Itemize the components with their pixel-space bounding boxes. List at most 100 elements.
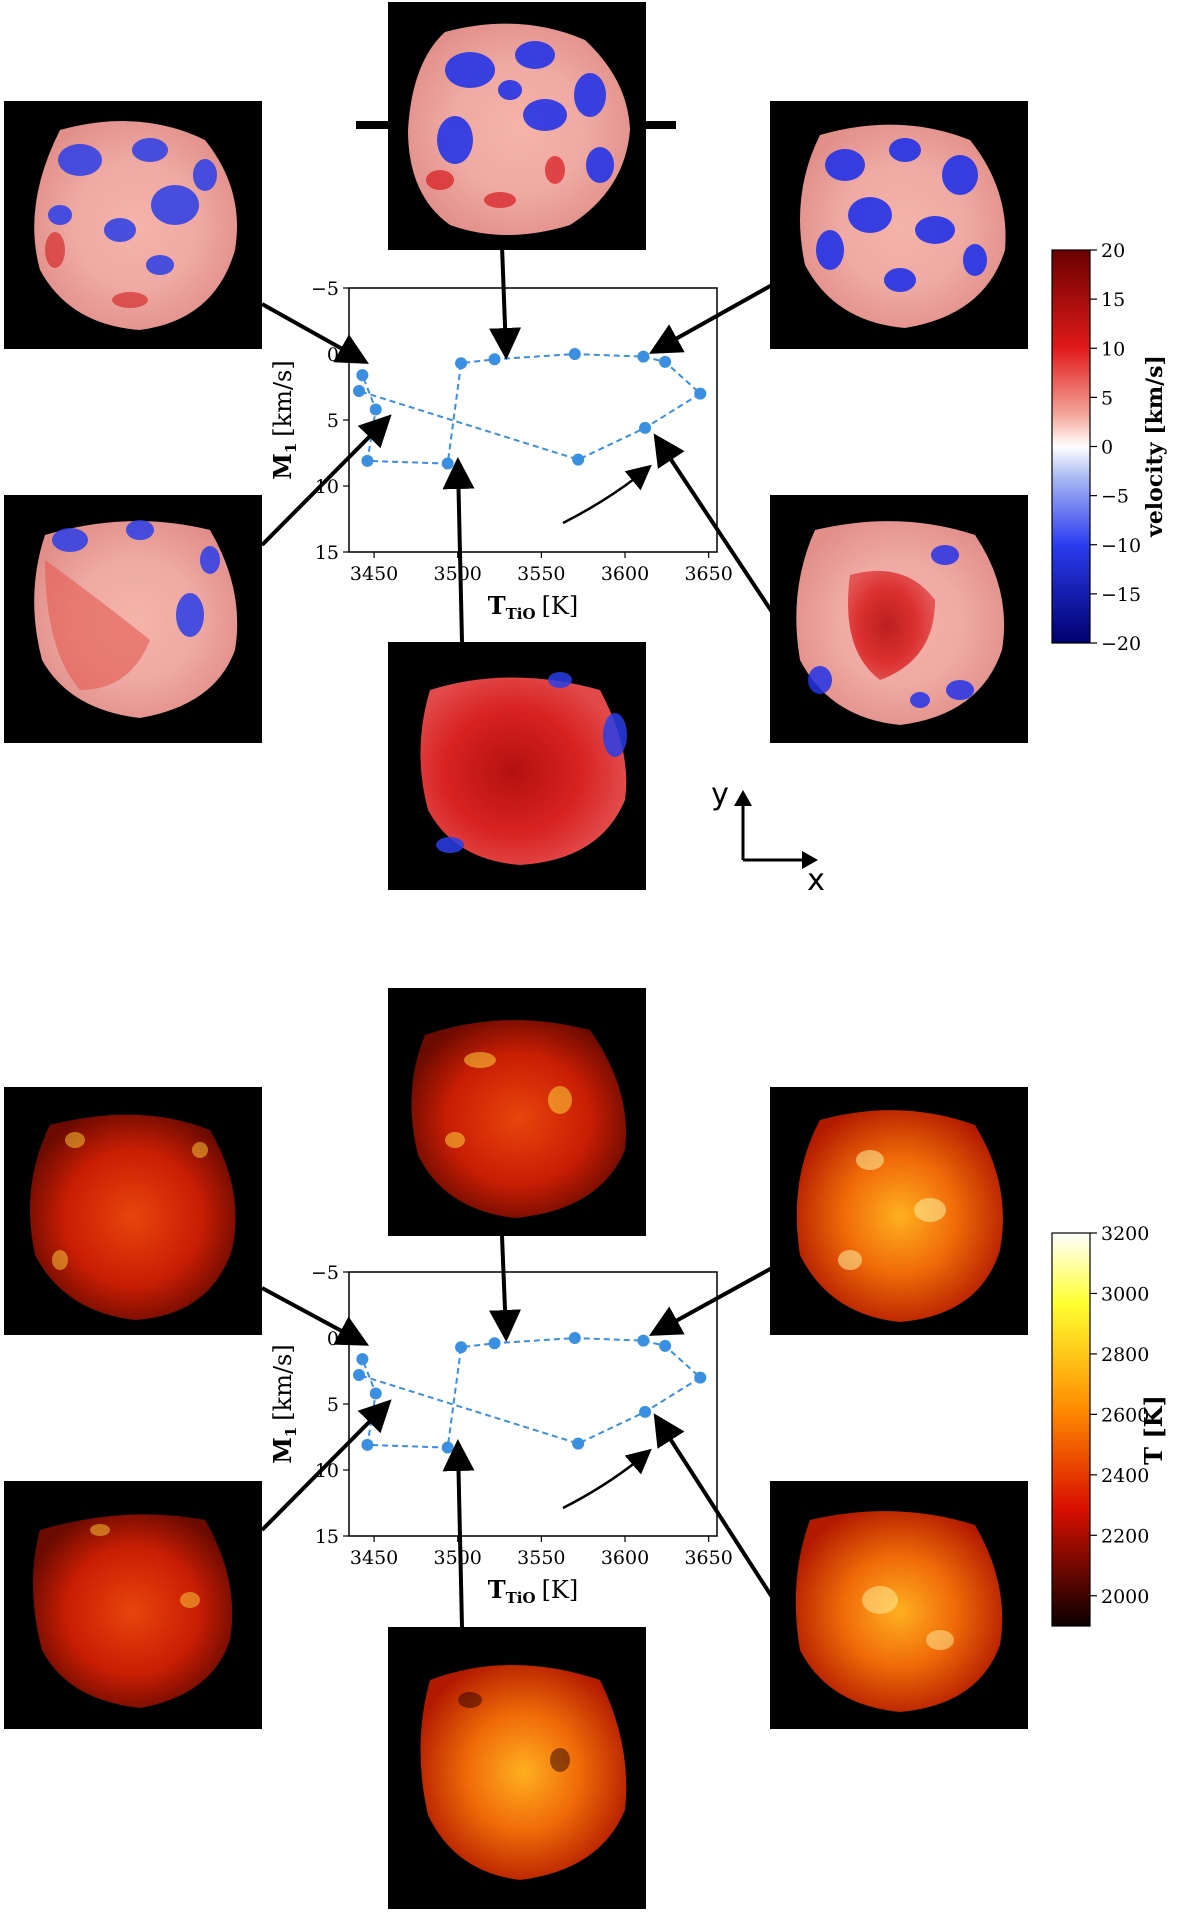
- x-tick-label: 3450: [350, 1547, 398, 1569]
- colorbar-velocity-label: velocity [km/s]: [1142, 355, 1168, 538]
- velocity-map-top-center: [356, 2, 676, 250]
- data-point: [353, 1368, 366, 1381]
- y-tick-label: −5: [311, 1262, 339, 1284]
- y-tick-label: 10: [315, 1460, 339, 1482]
- y-tick-label: 5: [327, 1394, 339, 1416]
- data-point: [572, 1437, 585, 1450]
- data-point: [356, 1353, 369, 1366]
- data-point: [694, 387, 707, 400]
- pointer-arrow: [261, 1286, 370, 1346]
- data-point: [637, 350, 650, 363]
- y-tick-label: 15: [315, 542, 339, 564]
- data-point: [639, 421, 652, 434]
- data-point: [361, 1438, 374, 1451]
- top-panel: 3450 3500 3550 3600 3650 −5 0 5 10 15 TTiO [K] M1[km…: [4, 2, 1168, 898]
- colorbar-tick-label: 3000: [1101, 1283, 1149, 1305]
- axis-indicator-y: y: [711, 777, 729, 812]
- colorbar-tick-label: −20: [1101, 633, 1141, 655]
- pointer-arrow: [653, 433, 774, 614]
- pointer-arrow: [260, 414, 392, 547]
- y-tick-label: 15: [315, 1526, 339, 1548]
- temperature-map-mid-right: [770, 1481, 1028, 1729]
- data-point: [356, 369, 369, 382]
- pointer-arrow: [489, 1235, 522, 1342]
- y-tick-label: 10: [315, 476, 339, 498]
- colorbar-tick-label: 2600: [1101, 1404, 1149, 1426]
- axis-indicator-x: x: [807, 863, 825, 898]
- data-point: [639, 1405, 652, 1418]
- velocity-map-bottom-center: [388, 642, 646, 890]
- velocity-map-top-right: [770, 101, 1028, 349]
- temperature-map-top-center: [388, 988, 646, 1236]
- data-point: [353, 384, 366, 397]
- temperature-map-top-left: [4, 1087, 262, 1335]
- pointer-arrow: [489, 245, 522, 360]
- axes-indicator: y x: [711, 777, 825, 898]
- y-tick-label: −5: [311, 278, 339, 300]
- x-tick-label: 3550: [517, 1547, 565, 1569]
- colorbar-tick-label: 2200: [1101, 1525, 1149, 1547]
- colorbar-tick-label: 2000: [1101, 1586, 1149, 1608]
- data-point: [659, 355, 672, 368]
- data-point: [488, 353, 501, 366]
- x-tick-label: 3500: [434, 1547, 482, 1569]
- y-tick-label: 5: [327, 410, 339, 432]
- data-point: [441, 457, 454, 470]
- data-point: [659, 1339, 672, 1352]
- data-point: [361, 454, 374, 467]
- data-point: [369, 1387, 382, 1400]
- velocity-map-mid-left: [4, 495, 262, 743]
- colorbar-tick-label: −5: [1101, 486, 1129, 508]
- data-point: [441, 1441, 454, 1454]
- temperature-map-bottom-center: [388, 1627, 646, 1909]
- colorbar-temperature: 3200 3000 2800 2600 2400 2200 2000 T [K]: [1051, 1223, 1168, 1627]
- colorbar-tick-label: −15: [1101, 584, 1141, 606]
- colorbar-tick-label: 15: [1101, 289, 1125, 311]
- direction-arrow: [562, 464, 652, 525]
- data-point: [369, 403, 382, 416]
- plot-frame: [348, 1271, 718, 1537]
- x-tick-label: 3650: [684, 563, 732, 585]
- colorbar-velocity: 20 15 10 5 0 −5 −10 −15 −20 velocity [km/s]: [1051, 240, 1168, 655]
- data-point: [637, 1334, 650, 1347]
- colorbar-tick-label: 3200: [1101, 1223, 1149, 1245]
- pointer-arrow: [649, 283, 773, 354]
- colorbar-tick-label: 5: [1101, 387, 1113, 409]
- direction-arrow: [562, 1448, 652, 1510]
- y-axis-label: M1[km/s]: [268, 360, 300, 479]
- plot-frame: [348, 287, 718, 553]
- x-tick-label: 3600: [601, 1547, 649, 1569]
- x-tick-label: 3450: [350, 563, 398, 585]
- pointer-arrow: [261, 302, 369, 364]
- colorbar-tick-label: 10: [1101, 338, 1125, 360]
- colorbar-tick-label: 0: [1101, 437, 1113, 459]
- x-tick-label: 3600: [601, 563, 649, 585]
- pointer-arrow: [442, 457, 475, 643]
- velocity-map-top-left: [4, 101, 262, 349]
- data-point: [488, 1337, 501, 1350]
- pointer-arrow: [442, 1439, 475, 1628]
- colorbar-tick-label: −10: [1101, 535, 1141, 557]
- velocity-map-mid-right: [770, 495, 1028, 743]
- y-tick-label: 0: [327, 1328, 339, 1350]
- data-point: [455, 357, 468, 370]
- temperature-map-mid-left: [4, 1481, 262, 1729]
- data-point: [455, 1341, 468, 1354]
- bottom-panel: 3450 3500 3550 3600 3650 −5 0 5 10 15 TTiO [K] M1[km…: [4, 988, 1168, 1909]
- x-axis-label: TTiO [K]: [488, 1575, 578, 1607]
- x-tick-label: 3650: [684, 1547, 732, 1569]
- chart-bottom: 3450 3500 3550 3600 3650 −5 0 5 10 15 TTiO [K] M1[km…: [260, 1235, 774, 1628]
- data-point: [568, 348, 581, 360]
- temperature-map-top-right: [770, 1087, 1028, 1335]
- pointer-arrow: [648, 1266, 773, 1336]
- colorbar-tick-label: 20: [1101, 240, 1125, 262]
- colorbar-temperature-label: T [K]: [1139, 1395, 1168, 1465]
- data-point: [694, 1371, 707, 1384]
- x-tick-label: 3550: [517, 563, 565, 585]
- x-axis-label: TTiO [K]: [488, 591, 578, 623]
- pointer-arrow: [653, 1413, 774, 1599]
- pointer-arrow: [260, 1399, 392, 1532]
- y-axis-label: M1[km/s]: [268, 1344, 300, 1463]
